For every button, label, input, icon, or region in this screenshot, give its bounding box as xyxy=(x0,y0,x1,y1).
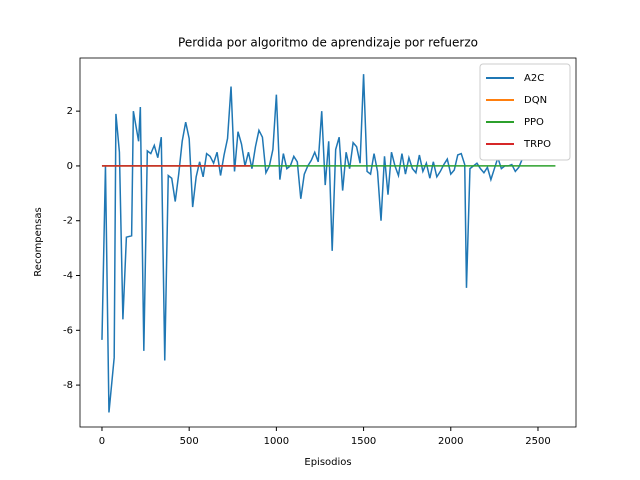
y-tick-label: 2 xyxy=(67,106,73,117)
x-tick-label: 1500 xyxy=(351,436,376,447)
chart-title: Perdida por algoritmo de aprendizaje por… xyxy=(178,36,478,50)
legend-label: PPO xyxy=(524,117,544,128)
legend-label: DQN xyxy=(524,95,547,106)
x-tick-label: 0 xyxy=(99,436,105,447)
series-line xyxy=(101,74,523,413)
y-tick-label: -8 xyxy=(63,380,73,391)
x-tick-label: 2000 xyxy=(438,436,463,447)
y-tick-label: -6 xyxy=(63,325,73,336)
y-axis-label: Recompensas xyxy=(33,207,44,276)
plot-frame xyxy=(79,57,577,428)
legend-box xyxy=(479,63,571,161)
x-tick-label: 2500 xyxy=(525,436,550,447)
legend-label: TRPO xyxy=(523,139,551,150)
legend-label: A2C xyxy=(524,73,544,84)
x-axis-label: Episodios xyxy=(304,457,351,468)
y-tick-label: 0 xyxy=(67,161,73,172)
x-tick-label: 1000 xyxy=(264,436,289,447)
x-tick-label: 500 xyxy=(180,436,199,447)
y-tick-label: -2 xyxy=(63,216,73,227)
y-tick-label: -4 xyxy=(63,271,73,282)
